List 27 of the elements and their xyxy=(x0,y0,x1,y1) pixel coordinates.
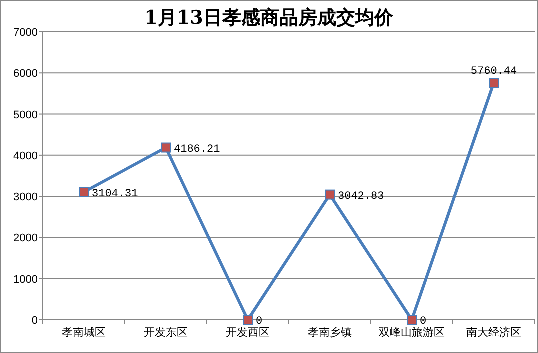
point xyxy=(161,142,171,153)
data-label: 0 xyxy=(256,316,263,328)
point xyxy=(325,190,335,200)
point xyxy=(407,315,417,325)
point xyxy=(79,187,89,198)
x-tick-label: 开发东区 xyxy=(144,326,188,339)
point xyxy=(489,78,499,88)
data-label: 0 xyxy=(420,316,427,328)
point xyxy=(243,315,253,325)
y-tick-label: 2000 xyxy=(14,232,38,245)
y-tick-label: 3000 xyxy=(14,192,38,204)
data-label: 5760.44 xyxy=(470,66,518,78)
x-tick-label: 南大经济区 xyxy=(466,326,522,339)
y-tick-label: 1000 xyxy=(14,274,38,286)
y-tick-label: 0 xyxy=(32,315,38,327)
x-tick-label: 开发西区 xyxy=(226,326,270,339)
x-tick-label: 孝南乡镇 xyxy=(308,326,352,339)
y-tick-label: 5000 xyxy=(14,109,38,122)
chart-title: 1月13日孝感商品房成交均价 xyxy=(144,7,394,29)
x-tick-label: 双峰山旅游区 xyxy=(379,326,445,339)
y-tick-label: 4000 xyxy=(14,150,38,162)
data-label: 4186.21 xyxy=(174,144,221,156)
x-tick-label: 孝南城区 xyxy=(62,326,106,339)
data-label: 3042.83 xyxy=(338,190,384,203)
y-tick-label: 6000 xyxy=(14,68,38,80)
y-tick-label: 7000 xyxy=(14,27,38,39)
data-label: 3104.31 xyxy=(92,188,139,200)
